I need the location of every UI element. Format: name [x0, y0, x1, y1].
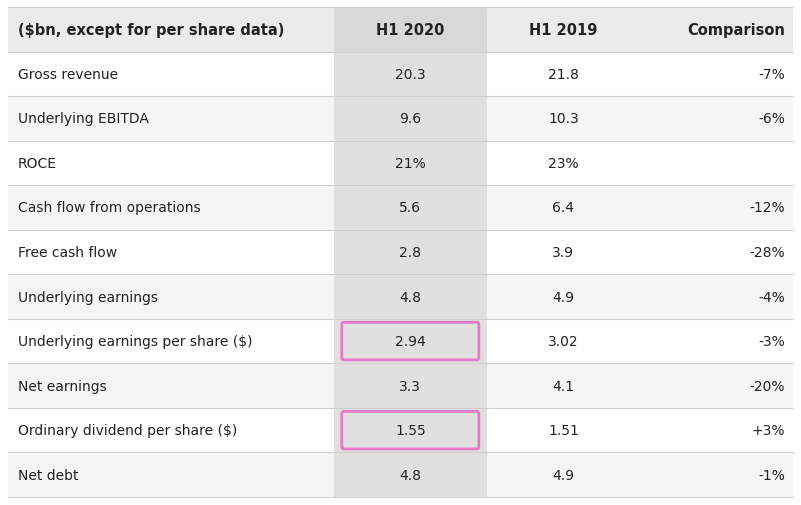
Bar — [334, 452, 487, 497]
Bar — [640, 8, 793, 53]
Text: ($bn, except for per share data): ($bn, except for per share data) — [18, 23, 284, 38]
Text: 3.02: 3.02 — [548, 334, 578, 348]
Text: 2.8: 2.8 — [400, 245, 421, 260]
Text: 4.9: 4.9 — [553, 290, 574, 304]
Bar — [334, 97, 487, 141]
Bar — [640, 230, 793, 275]
Bar — [334, 319, 487, 364]
Text: Gross revenue: Gross revenue — [18, 68, 118, 82]
Bar — [8, 319, 334, 364]
Bar — [8, 8, 334, 53]
Bar — [640, 319, 793, 364]
Bar — [640, 141, 793, 186]
Bar — [8, 452, 334, 497]
Bar — [8, 186, 334, 230]
Bar — [640, 53, 793, 97]
Bar — [487, 452, 640, 497]
Text: Underlying earnings per share ($): Underlying earnings per share ($) — [18, 334, 252, 348]
Text: 3.9: 3.9 — [553, 245, 574, 260]
Bar — [8, 141, 334, 186]
Bar — [8, 275, 334, 319]
Text: H1 2020: H1 2020 — [376, 23, 445, 38]
Bar — [8, 230, 334, 275]
Text: 4.9: 4.9 — [553, 468, 574, 482]
Bar — [334, 8, 487, 53]
Bar — [487, 97, 640, 141]
Bar — [334, 408, 487, 452]
Text: -6%: -6% — [758, 112, 785, 126]
Bar — [487, 186, 640, 230]
Text: -3%: -3% — [759, 334, 785, 348]
Bar — [487, 275, 640, 319]
Bar — [334, 364, 487, 408]
Text: H1 2019: H1 2019 — [529, 23, 598, 38]
Text: Net debt: Net debt — [18, 468, 78, 482]
Text: 9.6: 9.6 — [399, 112, 421, 126]
Text: -4%: -4% — [759, 290, 785, 304]
Bar — [334, 275, 487, 319]
Text: 4.8: 4.8 — [400, 290, 421, 304]
Text: 23%: 23% — [548, 157, 578, 171]
Bar — [8, 364, 334, 408]
Text: 5.6: 5.6 — [400, 201, 421, 215]
Bar — [8, 97, 334, 141]
Text: -28%: -28% — [750, 245, 785, 260]
Bar — [8, 53, 334, 97]
Bar — [640, 408, 793, 452]
Text: Cash flow from operations: Cash flow from operations — [18, 201, 200, 215]
Text: -7%: -7% — [759, 68, 785, 82]
Bar — [640, 452, 793, 497]
Text: 1.55: 1.55 — [395, 423, 425, 437]
Text: 6.4: 6.4 — [553, 201, 574, 215]
Text: 10.3: 10.3 — [548, 112, 579, 126]
Bar — [334, 53, 487, 97]
Text: ROCE: ROCE — [18, 157, 57, 171]
Text: -1%: -1% — [758, 468, 785, 482]
Text: Free cash flow: Free cash flow — [18, 245, 117, 260]
Bar — [640, 186, 793, 230]
Text: 3.3: 3.3 — [400, 379, 421, 393]
Text: 21.8: 21.8 — [548, 68, 579, 82]
Bar — [334, 230, 487, 275]
Text: 2.94: 2.94 — [395, 334, 425, 348]
Bar — [487, 8, 640, 53]
Bar — [487, 319, 640, 364]
Text: 1.51: 1.51 — [548, 423, 579, 437]
Bar — [487, 141, 640, 186]
Bar — [640, 97, 793, 141]
Bar — [487, 408, 640, 452]
Text: 4.1: 4.1 — [553, 379, 574, 393]
Text: Comparison: Comparison — [687, 23, 785, 38]
Text: 20.3: 20.3 — [395, 68, 425, 82]
Bar — [487, 53, 640, 97]
Text: 4.8: 4.8 — [400, 468, 421, 482]
Bar — [334, 186, 487, 230]
Text: -20%: -20% — [750, 379, 785, 393]
Text: Net earnings: Net earnings — [18, 379, 107, 393]
Bar — [487, 230, 640, 275]
Bar — [640, 364, 793, 408]
Bar — [8, 408, 334, 452]
Bar — [487, 364, 640, 408]
Text: Ordinary dividend per share ($): Ordinary dividend per share ($) — [18, 423, 237, 437]
Bar — [334, 141, 487, 186]
Text: 21%: 21% — [395, 157, 425, 171]
Text: +3%: +3% — [751, 423, 785, 437]
Text: Underlying EBITDA: Underlying EBITDA — [18, 112, 149, 126]
Bar — [640, 275, 793, 319]
Text: Underlying earnings: Underlying earnings — [18, 290, 158, 304]
Text: -12%: -12% — [750, 201, 785, 215]
